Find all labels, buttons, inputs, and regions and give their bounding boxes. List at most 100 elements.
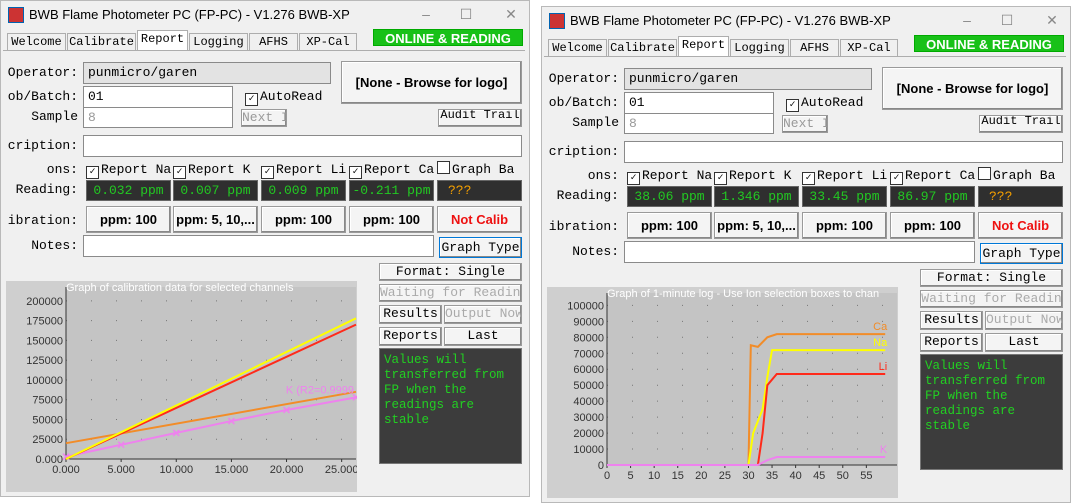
checkbox: ✓: [86, 166, 99, 179]
series-label: Li: [879, 361, 888, 373]
y-tick-label: 0.000: [35, 454, 63, 466]
checkbox: ✓: [627, 172, 640, 185]
checkbox: ✓: [261, 166, 274, 179]
window-control[interactable]: –: [422, 6, 430, 22]
reading-display: 0.007 ppm: [173, 180, 258, 201]
logo-button[interactable]: [None - Browse for logo]: [882, 67, 1063, 110]
waiting-button: Waiting for Readin: [920, 290, 1063, 308]
calibration-label: ibration:: [548, 219, 619, 234]
report-checkbox[interactable]: ✓ Report Na: [627, 166, 714, 186]
tab[interactable]: Logging: [730, 39, 789, 56]
x-tick-label: 5: [628, 470, 634, 482]
job-field[interactable]: 01: [83, 86, 233, 108]
tab[interactable]: Logging: [189, 33, 248, 50]
notes-field[interactable]: [83, 235, 434, 257]
graph: Graph of calibration data for selected c…: [6, 281, 357, 492]
tab[interactable]: AFHS: [790, 39, 839, 56]
output-now-button: Output Now: [985, 311, 1063, 330]
autoread-checkbox[interactable]: ✓ AutoRead: [786, 93, 881, 113]
operator-field: punmicro/garen: [83, 62, 331, 84]
report-checkbox[interactable]: ✓ Report Li: [802, 166, 889, 186]
waiting-button: Waiting for Reading: [379, 284, 522, 302]
audit-trail-button[interactable]: Audit Trail: [979, 115, 1063, 133]
series-line: [607, 333, 886, 466]
last-button[interactable]: Last: [444, 327, 522, 346]
reports-button[interactable]: Reports: [920, 333, 983, 352]
x-tick-label: 45: [813, 470, 825, 482]
y-tick-label: 50000: [573, 380, 604, 392]
message-box: Values will transferred from FP when the…: [379, 348, 522, 464]
format-button[interactable]: Format: Single: [920, 269, 1063, 287]
tab[interactable]: AFHS: [249, 33, 298, 50]
checkbox-label: Report Li: [817, 168, 888, 183]
tab[interactable]: Calibrate: [67, 33, 136, 50]
reading-display: 0.032 ppm: [86, 180, 171, 201]
checkbox-label: AutoRead: [801, 95, 864, 110]
operator-label: Operator:: [548, 71, 619, 86]
y-tick-label: 100000: [567, 300, 604, 312]
tab[interactable]: Calibrate: [608, 39, 677, 56]
autoread-checkbox[interactable]: ✓ AutoRead: [245, 87, 340, 107]
logo-button[interactable]: [None - Browse for logo]: [341, 61, 522, 104]
notes-field[interactable]: [624, 241, 975, 263]
y-tick-label: 80000: [573, 332, 604, 344]
tab[interactable]: XP-Cal: [840, 39, 898, 56]
description-field[interactable]: [624, 141, 1063, 163]
description-field[interactable]: [83, 135, 522, 157]
calibration-button[interactable]: Not Calib: [437, 206, 522, 233]
format-button[interactable]: Format: Single: [379, 263, 522, 281]
tab[interactable]: Report: [137, 30, 188, 50]
x-tick-label: 20.000: [270, 464, 304, 476]
y-tick-label: 10000: [573, 444, 604, 456]
description-label: cription:: [7, 138, 78, 153]
report-checkbox[interactable]: ✓ Report K: [714, 166, 801, 186]
calibration-button[interactable]: Not Calib: [978, 212, 1063, 239]
tab[interactable]: Welcome: [7, 33, 66, 50]
window-control[interactable]: ✕: [1046, 12, 1058, 28]
window-control[interactable]: –: [963, 12, 971, 28]
results-button[interactable]: Results: [379, 305, 442, 324]
calibration-button[interactable]: ppm: 5, 10,...: [714, 212, 799, 239]
tab[interactable]: Report: [678, 36, 729, 56]
graph-title: Graph of 1-minute log - Use Ion selectio…: [607, 288, 879, 300]
calibration-button[interactable]: ppm: 100: [627, 212, 712, 239]
calibration-button[interactable]: ppm: 100: [802, 212, 887, 239]
calibration-button[interactable]: ppm: 100: [86, 206, 171, 233]
x-tick-label: 55: [860, 470, 872, 482]
job-label: ob/Batch:: [548, 95, 619, 110]
report-checkbox[interactable]: ✓ Report Ca: [890, 166, 977, 186]
x-tick-label: 15: [672, 470, 684, 482]
results-button[interactable]: Results: [920, 311, 983, 330]
report-checkbox[interactable]: ✓ Report Li: [261, 160, 348, 180]
calibration-button[interactable]: ppm: 100: [890, 212, 975, 239]
y-tick-label: 175000: [26, 316, 63, 328]
report-checkbox[interactable]: ✓ Report Ca: [349, 160, 436, 180]
graph-type-button[interactable]: Graph Type: [980, 243, 1063, 264]
series-marker: [117, 441, 125, 449]
audit-trail-button[interactable]: Audit Trail: [438, 109, 522, 127]
last-button[interactable]: Last: [985, 333, 1063, 352]
series-label: K (R2=0.9999: [286, 384, 354, 396]
graph-type-button[interactable]: Graph Type: [439, 237, 522, 258]
description-label: cription:: [548, 144, 619, 159]
report-checkbox[interactable]: ✓ Report K: [173, 160, 260, 180]
series-line: [65, 317, 357, 460]
job-field[interactable]: 01: [624, 92, 774, 114]
calibration-button[interactable]: ppm: 5, 10,...: [173, 206, 258, 233]
panel-line: [544, 56, 1066, 57]
report-checkbox[interactable]: Graph Ba: [437, 160, 522, 180]
window-title: BWB Flame Photometer PC (FP-PC) - V1.276…: [29, 7, 350, 22]
tab[interactable]: Welcome: [548, 39, 607, 56]
reports-button[interactable]: Reports: [379, 327, 442, 346]
window-control[interactable]: ☐: [1000, 12, 1014, 28]
window-control[interactable]: ☐: [459, 6, 473, 22]
reading-display: 86.97 ppm: [890, 186, 975, 207]
window-control[interactable]: ✕: [505, 6, 517, 22]
calibration-button[interactable]: ppm: 100: [261, 206, 346, 233]
x-tick-label: 30: [742, 470, 754, 482]
tab[interactable]: XP-Cal: [299, 33, 357, 50]
calibration-button[interactable]: ppm: 100: [349, 206, 434, 233]
report-checkbox[interactable]: ✓ Report Na: [86, 160, 173, 180]
report-checkbox[interactable]: Graph Ba: [978, 166, 1063, 186]
job-label: ob/Batch:: [7, 89, 78, 104]
